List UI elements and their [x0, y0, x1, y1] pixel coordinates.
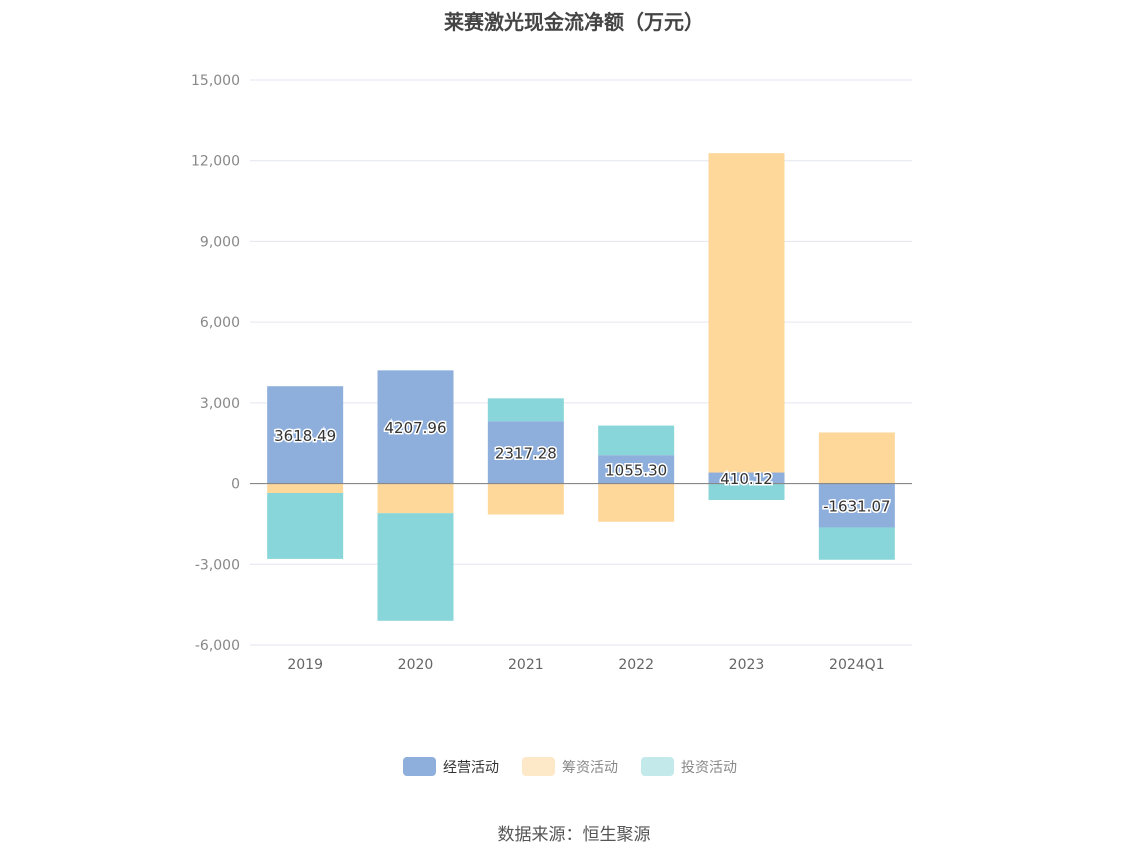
grid-lines — [250, 79, 912, 646]
legend-swatch-investing — [641, 757, 674, 776]
data-labels: 3618.49 4207.96 2317.28 1055.30 410.12 -1631.… — [273, 417, 892, 517]
legend-label-financing: 筹资活动 — [562, 759, 618, 776]
y-tick-label: 3,000 — [200, 396, 240, 412]
y-tick-label: 9,000 — [200, 234, 240, 250]
data-source: 数据来源：恒生聚源 — [497, 825, 651, 845]
y-tick-label: 0 — [231, 477, 240, 493]
chart-title: 莱赛激光现金流净额（万元） — [444, 10, 704, 34]
bar-investing — [818, 527, 895, 560]
y-tick-label: 12,000 — [191, 154, 240, 170]
bars — [267, 153, 895, 621]
y-tick-label: 6,000 — [200, 315, 240, 331]
legend-swatch-financing — [522, 757, 555, 776]
bar-investing — [267, 492, 344, 559]
bar-operating — [267, 386, 344, 484]
data-label: 3618.49 — [274, 427, 336, 445]
data-label: 410.12 — [720, 470, 773, 488]
y-axis-ticks: 15,000 12,000 9,000 6,000 3,000 0 -3,000 -6,000 — [191, 73, 240, 654]
x-tick-label: 2021 — [508, 657, 544, 673]
legend: 经营活动 筹资活动 投资活动 — [403, 757, 737, 776]
bar-financing — [267, 483, 344, 493]
bar-investing — [598, 425, 675, 456]
y-tick-label: -3,000 — [195, 557, 240, 573]
bar-financing — [377, 483, 454, 514]
bar-operating — [377, 370, 454, 484]
x-tick-label: 2020 — [398, 657, 434, 673]
data-label: 1055.30 — [605, 461, 667, 479]
legend-label-operating: 经营活动 — [443, 760, 499, 776]
data-label: 4207.96 — [384, 419, 446, 437]
bar-operating — [818, 483, 895, 528]
y-tick-label: 15,000 — [191, 73, 240, 89]
data-label: 2317.28 — [495, 444, 557, 462]
legend-label-investing: 投资活动 — [681, 760, 737, 776]
bar-investing — [487, 398, 564, 422]
bar-financing — [598, 483, 675, 522]
x-tick-label: 2019 — [287, 657, 323, 673]
legend-swatch-operating — [403, 757, 436, 776]
bar-financing — [818, 432, 895, 484]
x-tick-label: 2022 — [618, 657, 654, 673]
y-tick-label: -6,000 — [195, 638, 240, 654]
x-tick-label: 2023 — [729, 657, 765, 673]
bar-operating — [708, 472, 785, 484]
bar-investing — [377, 513, 454, 621]
x-tick-label: 2024Q1 — [829, 657, 885, 673]
bar-financing — [487, 483, 564, 515]
x-axis-ticks: 2019 2020 2021 2022 2023 2024Q1 — [287, 657, 884, 673]
bar-financing — [708, 153, 785, 473]
bar-operating — [487, 421, 564, 484]
bar-investing — [708, 483, 785, 500]
data-label: -1631.07 — [823, 498, 890, 516]
bar-operating — [598, 455, 675, 484]
